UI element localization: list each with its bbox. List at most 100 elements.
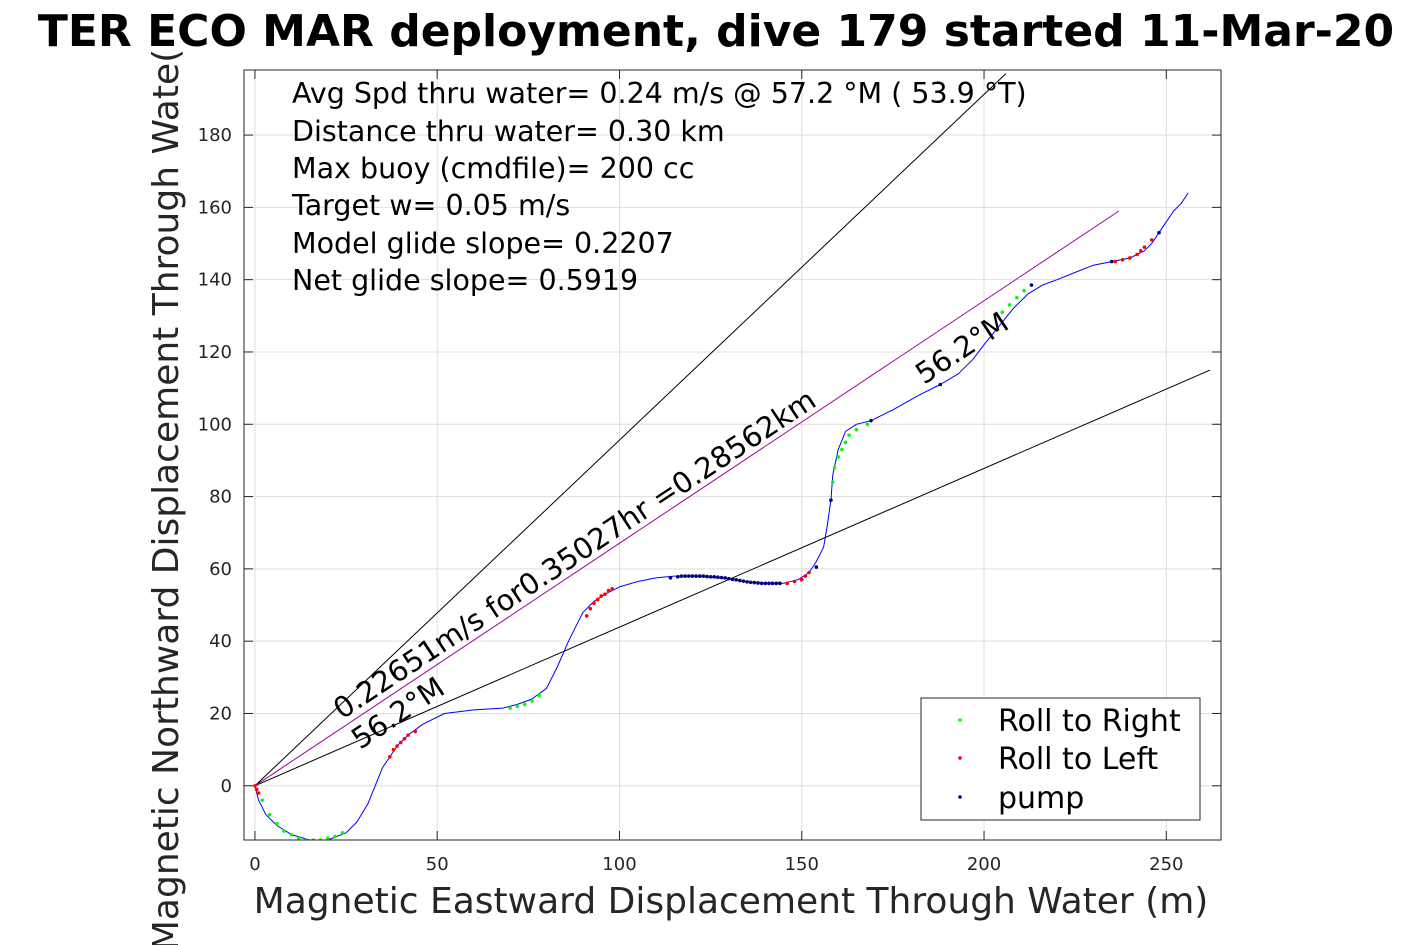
- point-roll-to-right: [1022, 288, 1026, 293]
- point-roll-to-left: [606, 588, 611, 593]
- y-tick-label: 100: [198, 414, 232, 435]
- point-roll-to-right: [865, 422, 870, 427]
- point-pump: [763, 581, 768, 586]
- point-roll-to-right: [530, 699, 534, 703]
- y-axis-label: Magnetic Northward Displacement Through …: [146, 49, 187, 945]
- chart-title: TER ECO MAR deployment, dive 179 started…: [38, 6, 1394, 57]
- x-tick-label: 250: [1149, 854, 1183, 875]
- point-pump: [748, 580, 753, 585]
- point-pump: [668, 576, 673, 580]
- x-tick-label: 200: [967, 854, 1001, 875]
- point-roll-to-left: [254, 787, 259, 792]
- point-roll-to-right: [267, 812, 272, 817]
- net-vector-line: [254, 210, 1120, 787]
- legend: Roll to Right Roll to Left pump: [920, 697, 1201, 821]
- point-roll-to-right: [326, 836, 330, 840]
- point-pump: [741, 579, 746, 583]
- point-roll-to-right: [1007, 303, 1012, 307]
- cone-upper-line: [254, 73, 1007, 787]
- y-tick-label: 0: [221, 776, 232, 797]
- legend-marker-roll-right: [958, 718, 962, 722]
- point-pump: [690, 574, 695, 578]
- point-roll-to-right: [260, 798, 265, 803]
- y-tick-label: 60: [209, 559, 232, 580]
- y-tick-label: 40: [209, 631, 232, 652]
- point-roll-to-right: [1000, 310, 1005, 315]
- point-pump: [814, 565, 819, 569]
- point-pump: [727, 576, 731, 581]
- point-pump: [701, 574, 706, 578]
- point-roll-to-right: [832, 465, 837, 470]
- point-pump: [1157, 230, 1161, 235]
- y-tick-label: 120: [198, 342, 232, 363]
- point-roll-to-left: [256, 791, 261, 795]
- point-pump: [829, 498, 833, 502]
- legend-marker-pump: [958, 795, 962, 799]
- annotation-max-buoy: Max buoy (cmdfile)= 200 cc: [292, 152, 694, 185]
- point-roll-to-left: [413, 729, 418, 734]
- x-axis-label: Magnetic Eastward Displacement Through W…: [254, 881, 1209, 922]
- plot-frame: [243, 69, 1222, 841]
- point-pump: [734, 577, 738, 582]
- point-roll-to-right: [296, 836, 301, 840]
- point-roll-to-right: [847, 433, 851, 437]
- point-pump: [719, 575, 724, 580]
- point-roll-to-right: [275, 821, 279, 826]
- point-roll-to-left: [1135, 252, 1139, 257]
- point-roll-to-right: [289, 832, 294, 837]
- point-pump: [712, 575, 717, 579]
- point-pump: [697, 574, 702, 578]
- point-roll-to-left: [584, 614, 589, 618]
- point-roll-to-left: [1149, 238, 1154, 242]
- point-roll-to-left: [253, 783, 257, 788]
- legend-box: [920, 697, 1201, 821]
- point-pump: [723, 576, 728, 580]
- point-roll-to-right: [843, 440, 848, 445]
- point-roll-to-left: [803, 574, 808, 578]
- legend-marker-roll-left: [958, 756, 962, 760]
- point-pump: [752, 580, 757, 585]
- x-axis-ticks: 0 50 100 150 200 250: [249, 70, 1183, 875]
- point-roll-to-left: [395, 744, 399, 748]
- annotation-distance: Distance thru water= 0.30 km: [292, 115, 725, 148]
- point-pump: [730, 577, 735, 582]
- point-roll-to-left: [588, 606, 593, 611]
- y-tick-label: 80: [209, 487, 232, 508]
- point-roll-to-left: [807, 570, 811, 575]
- y-tick-label: 160: [198, 197, 232, 218]
- point-pump: [679, 574, 684, 578]
- point-roll-to-left: [610, 586, 614, 591]
- point-roll-to-right: [854, 427, 859, 432]
- point-pump: [1029, 283, 1034, 287]
- point-roll-to-left: [1120, 257, 1125, 262]
- point-roll-to-right: [282, 829, 286, 833]
- point-pump: [716, 575, 720, 579]
- point-roll-to-right: [515, 704, 520, 709]
- point-roll-to-left: [391, 747, 396, 752]
- point-roll-to-left: [1138, 248, 1143, 253]
- point-pump: [759, 581, 764, 586]
- point-roll-to-right: [1015, 295, 1019, 300]
- point-roll-to-left: [599, 594, 604, 598]
- y-tick-label: 180: [198, 125, 232, 146]
- point-roll-to-right: [522, 702, 527, 707]
- point-roll-to-left: [1113, 259, 1118, 264]
- annotation-block: Avg Spd thru water= 0.24 m/s @ 57.2 °M (…: [291, 77, 1027, 297]
- point-roll-to-left: [1128, 256, 1132, 260]
- point-roll-to-right: [340, 830, 345, 835]
- point-roll-to-left: [595, 597, 600, 602]
- point-roll-to-right: [333, 834, 337, 839]
- point-roll-to-left: [592, 601, 596, 606]
- point-pump: [938, 382, 943, 387]
- point-roll-to-left: [785, 581, 789, 586]
- point-roll-to-right: [508, 706, 512, 710]
- point-pump: [778, 581, 782, 586]
- y-tick-label: 140: [198, 270, 232, 291]
- point-roll-to-left: [406, 733, 410, 737]
- point-pump: [869, 418, 873, 423]
- point-pump: [708, 575, 713, 579]
- annotation-target-w: Target w= 0.05 m/s: [291, 189, 570, 222]
- x-tick-label: 50: [426, 854, 449, 875]
